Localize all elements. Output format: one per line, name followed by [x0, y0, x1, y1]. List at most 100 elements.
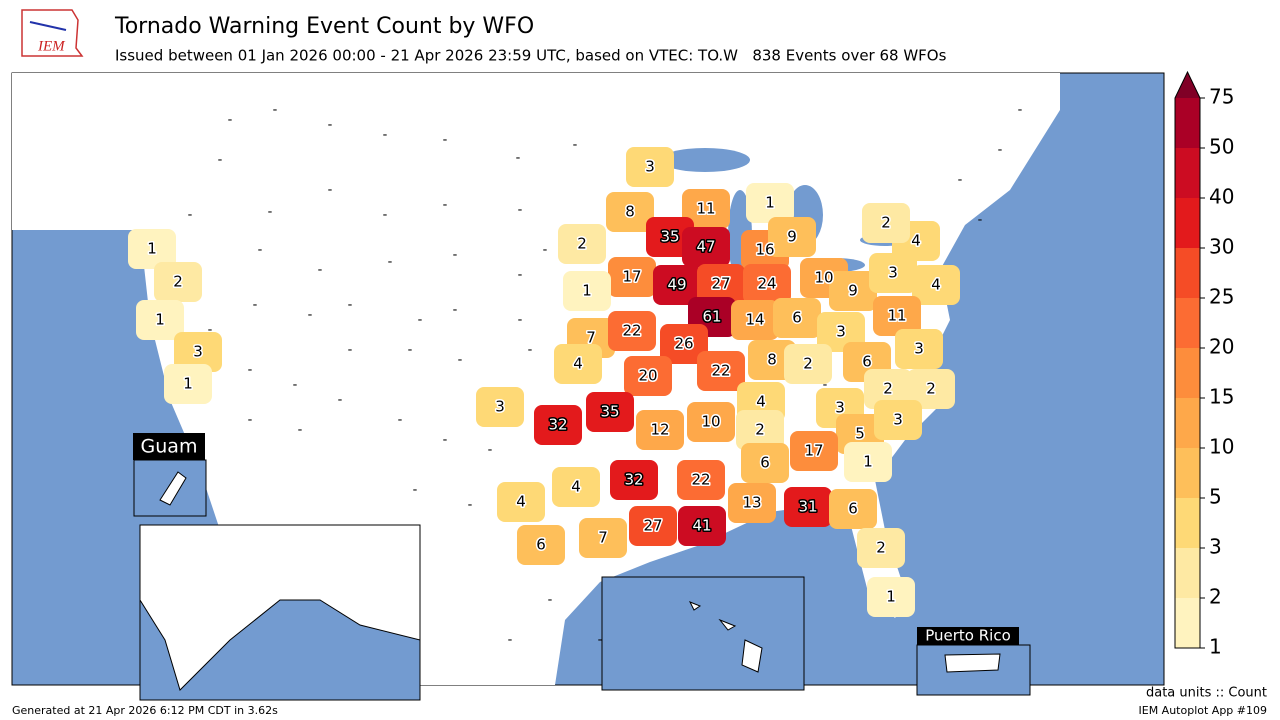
no-event-label: -	[443, 198, 448, 213]
wfo-count: 10	[814, 269, 833, 287]
colorbar-bin	[1175, 598, 1200, 648]
no-event-label: -	[338, 393, 343, 408]
no-event-label: -	[383, 128, 388, 143]
wfo-count: 17	[804, 442, 823, 460]
pr-land	[944, 653, 1001, 673]
wfo-count: 2	[881, 214, 891, 232]
wfo-region	[636, 410, 684, 450]
no-event-label: -	[258, 243, 263, 258]
wfo-count: 27	[643, 517, 662, 535]
wfo-region	[534, 405, 582, 445]
no-event-label: -	[408, 343, 413, 358]
wfo-count: 3	[193, 343, 203, 361]
wfo-region	[154, 262, 202, 302]
wfo-count: 1	[863, 453, 873, 471]
hawaii-land	[688, 601, 763, 673]
no-event-label: -	[248, 363, 253, 378]
wfo-count: 1	[155, 311, 165, 329]
wfo-count: 6	[862, 353, 872, 371]
wfo-region	[743, 264, 791, 304]
wfo-region	[626, 147, 674, 187]
guam-label-bg	[133, 433, 205, 460]
colorbar-tick-label: 20	[1209, 335, 1234, 359]
colorbar-tick-label: 15	[1209, 385, 1234, 409]
logo-text: IEM	[37, 38, 66, 54]
wfo-region	[731, 300, 779, 340]
wfo-region	[829, 271, 877, 311]
logo: IEM	[21, 9, 84, 57]
no-event-label: -	[978, 213, 983, 228]
wfo-count: 35	[660, 228, 679, 246]
wfo-count: 1	[183, 375, 193, 393]
wfo-region	[517, 525, 565, 565]
colorbar-tick-label: 25	[1209, 285, 1234, 309]
wfo-count: 11	[887, 307, 906, 325]
wfo-count: 3	[893, 411, 903, 429]
wfo-region	[829, 489, 877, 529]
wfo-count: 61	[702, 308, 721, 326]
wfo-region	[857, 528, 905, 568]
no-event-label: -	[298, 423, 303, 438]
wfo-region	[874, 400, 922, 440]
colorbar-bin	[1175, 248, 1200, 298]
wfo-count: 2	[803, 355, 813, 373]
wfo-region	[741, 443, 789, 483]
wfo-count: 3	[645, 158, 655, 176]
wfo-region	[912, 265, 960, 305]
wfo-count: 49	[667, 276, 686, 294]
wfo-count: 6	[792, 309, 802, 327]
no-event-label: -	[293, 378, 298, 393]
wfo-count: 4	[573, 355, 583, 373]
colorbar-bin	[1175, 348, 1200, 398]
colorbar-tick-label: 2	[1209, 585, 1222, 609]
no-event-label: -	[453, 303, 458, 318]
colorbar-tick-label: 3	[1209, 535, 1222, 559]
wfo-count: 20	[638, 367, 657, 385]
wfo-region	[629, 506, 677, 546]
wfo-count: 8	[767, 351, 777, 369]
wfo-region	[586, 392, 634, 432]
wfo-region	[784, 344, 832, 384]
colorbar-bin	[1175, 448, 1200, 498]
wfo-region	[697, 351, 745, 391]
wfo-count: 2	[173, 273, 183, 291]
no-event-label: -	[443, 133, 448, 148]
wfo-count: 3	[914, 340, 924, 358]
inset-label: Guam	[141, 436, 198, 458]
wfo-count: 1	[765, 194, 775, 212]
wfo-count: 22	[622, 322, 641, 340]
colorbar-bin	[1175, 198, 1200, 248]
wfo-region	[174, 332, 222, 372]
wfo-count: 16	[755, 241, 774, 259]
wfo-region	[746, 183, 794, 223]
wfo-region	[678, 506, 726, 546]
no-event-label: -	[548, 593, 553, 608]
colorbar-tick-label: 75	[1209, 85, 1234, 109]
wfo-region	[606, 192, 654, 232]
no-event-label: -	[518, 203, 523, 218]
wfo-region	[682, 189, 730, 229]
title: Tornado Warning Event Count by WFO	[114, 14, 534, 39]
wfo-count: 5	[855, 425, 865, 443]
wfo-count: 4	[911, 232, 921, 250]
wfo-count: 10	[701, 413, 720, 431]
wfo-count: 14	[745, 311, 764, 329]
no-event-label: -	[388, 255, 393, 270]
no-event-label: -	[383, 208, 388, 223]
wfo-region	[497, 482, 545, 522]
no-event-label: -	[208, 323, 213, 338]
wfo-count: 12	[650, 421, 669, 439]
no-event-label: -	[218, 153, 223, 168]
wfo-count: 26	[674, 335, 693, 353]
colorbar-bin	[1175, 498, 1200, 548]
wfo-region	[660, 324, 708, 364]
no-event-label: -	[273, 103, 278, 118]
colorbar-outline	[1174, 70, 1201, 649]
no-event-label: -	[308, 308, 313, 323]
colorbar-bin	[1175, 298, 1200, 348]
colorbar-tick-label: 5	[1209, 485, 1222, 509]
wfo-region	[728, 483, 776, 523]
wfo-count: 47	[696, 238, 715, 256]
